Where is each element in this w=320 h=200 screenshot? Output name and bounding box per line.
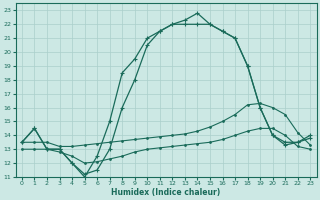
X-axis label: Humidex (Indice chaleur): Humidex (Indice chaleur) (111, 188, 221, 197)
